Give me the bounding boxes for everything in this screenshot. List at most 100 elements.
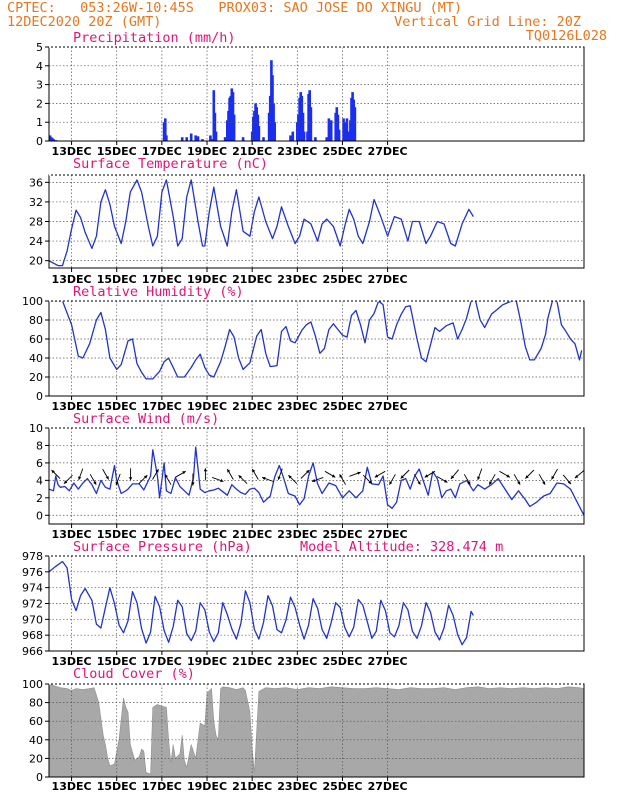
x-tick-label: 25DEC <box>322 655 362 668</box>
y-tick-label: 20 <box>29 752 43 765</box>
x-tick-label: 23DEC <box>277 400 317 413</box>
y-tick-label: 0 <box>36 771 43 784</box>
x-tick-label: 15DEC <box>97 655 137 668</box>
precip-bar <box>241 137 245 141</box>
wind-arrows <box>51 468 585 486</box>
panel-1: 20 24 28 32 36 13DEC 15DEC 17DEC 19DEC 21DEC 23DEC… <box>29 156 585 286</box>
precip-bar <box>201 139 204 141</box>
x-tick-label: 21DEC <box>232 655 272 668</box>
wind-arrow-head <box>312 478 316 483</box>
wind-arrow-head <box>374 474 379 478</box>
y-tick-label: 10 <box>29 422 43 435</box>
panel-3: 0 2 4 6 8 10 13DEC 15DEC 17DEC 19DEC 21DEC 23DEC 25D… <box>29 411 585 541</box>
y-tick-label: 60 <box>29 333 43 346</box>
precip-bar <box>223 137 227 141</box>
x-tick-label: 25DEC <box>322 780 362 793</box>
x-tick-label: 13DEC <box>52 273 92 286</box>
wind-arrow-head <box>191 482 195 486</box>
header-line2-left: 12DEC2020 20Z (GMT) <box>7 14 162 30</box>
precip-bar <box>314 137 317 141</box>
x-tick-label: 17DEC <box>142 400 182 413</box>
wind-arrow-head <box>238 475 242 479</box>
wind-arrow-head <box>115 481 119 486</box>
precip-bar <box>210 139 213 141</box>
y-tick-label: 36 <box>29 176 43 189</box>
wind-arrow-head <box>143 475 148 479</box>
precip-bar <box>196 136 200 141</box>
x-tick-label: 13DEC <box>52 655 92 668</box>
y-tick-label: 4 <box>36 60 43 73</box>
precip-bar <box>180 137 184 141</box>
precip-bar <box>302 131 306 141</box>
plot-frame <box>48 683 585 778</box>
y-tick-label: 0 <box>36 135 43 148</box>
panel-2: 0 20 40 60 80 100 13DEC 15DEC 17DEC 19DEC 21DEC 23D… <box>22 284 585 413</box>
precip-bar <box>262 137 265 141</box>
x-tick-label: 27DEC <box>368 400 408 413</box>
y-tick-label: 4 <box>36 474 43 487</box>
precip-bar <box>289 135 292 141</box>
y-tick-label: 978 <box>22 550 43 563</box>
y-tick-label: 2 <box>36 97 43 110</box>
precip-bar <box>342 118 345 141</box>
y-tick-label: 2 <box>36 492 43 505</box>
wind-arrow-head <box>489 481 493 485</box>
wind-arrow-head <box>400 475 404 479</box>
panel-title: Precipitation (mm/h) <box>73 30 236 46</box>
plot-frame <box>48 427 585 525</box>
series-line <box>49 301 583 380</box>
x-tick-label: 17DEC <box>142 528 182 541</box>
wind-arrow-head <box>331 474 336 478</box>
precip-bar <box>336 114 340 141</box>
wind-arrow-head <box>525 475 529 479</box>
x-tick-label: 25DEC <box>322 400 362 413</box>
precip-bar <box>232 114 236 141</box>
series-line <box>49 446 584 516</box>
x-tick-label: 19DEC <box>187 145 227 158</box>
wind-arrow-head <box>368 480 372 484</box>
wind-arrow-head <box>165 474 168 478</box>
x-tick-label: 15DEC <box>97 400 137 413</box>
x-tick-label: 21DEC <box>232 780 272 793</box>
wind-arrow-head <box>182 471 186 475</box>
y-tick-label: 40 <box>29 734 43 747</box>
wind-arrow-head <box>357 471 361 475</box>
precip-bar <box>329 120 333 141</box>
header-line3-right: TQ0126L028 <box>525 28 607 44</box>
wind-arrow-head <box>203 468 208 472</box>
wind-arrow-head <box>424 474 429 478</box>
y-tick-label: 3 <box>36 79 43 92</box>
precip-bar <box>165 135 168 141</box>
wind-arrow-head <box>252 469 256 473</box>
x-tick-label: 21DEC <box>232 145 272 158</box>
x-tick-label: 17DEC <box>142 273 182 286</box>
header-line1: CPTEC: 053:26W-10:45S PROX03: SAO JOSE D… <box>7 0 463 16</box>
x-tick-label: 23DEC <box>277 780 317 793</box>
x-tick-label: 15DEC <box>97 273 137 286</box>
precip-bar <box>337 129 341 141</box>
y-tick-label: 28 <box>29 216 43 229</box>
y-tick-label: 100 <box>22 295 43 308</box>
wind-arrow-head <box>551 476 555 480</box>
wind-arrow-head <box>517 481 521 485</box>
plot-frame <box>48 46 585 142</box>
precip-bar <box>273 122 276 141</box>
x-tick-label: 13DEC <box>52 145 92 158</box>
wind-arrow-head <box>227 469 231 473</box>
cloud-cover-area <box>49 684 584 777</box>
x-tick-label: 17DEC <box>142 655 182 668</box>
wind-arrow-head <box>64 480 68 484</box>
model-altitude-label: Model Altitude: 328.474 m <box>300 539 503 555</box>
y-tick-label: 974 <box>22 582 43 595</box>
y-tick-label: 968 <box>22 629 43 642</box>
series-line <box>49 179 474 267</box>
y-tick-label: 20 <box>29 255 43 268</box>
x-tick-label: 15DEC <box>97 780 137 793</box>
panel-4: 966 968 970 972 974 976 978 13DEC 15DEC 17DEC 19DE… <box>22 539 585 668</box>
precip-bar <box>353 107 357 141</box>
y-tick-label: 24 <box>29 235 43 248</box>
x-tick-label: 13DEC <box>52 528 92 541</box>
y-tick-label: 40 <box>29 352 43 365</box>
header-line2-right: Vertical Grid Line: 20Z <box>394 14 581 30</box>
y-tick-label: 976 <box>22 566 43 579</box>
